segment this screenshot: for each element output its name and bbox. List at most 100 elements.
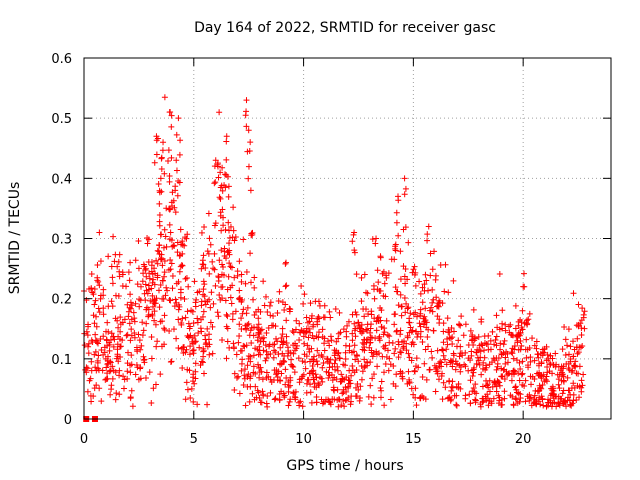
data-point (218, 284, 225, 291)
data-point (134, 364, 141, 371)
data-point (310, 323, 317, 330)
data-point (316, 315, 323, 322)
data-point (473, 349, 480, 356)
data-point (424, 333, 431, 340)
data-point (304, 376, 311, 383)
data-point (405, 350, 412, 357)
data-point (202, 265, 209, 272)
data-point (110, 333, 117, 340)
data-point (514, 389, 521, 396)
data-point (303, 328, 310, 335)
data-point (121, 316, 128, 323)
data-point (319, 378, 326, 385)
data-point (170, 242, 177, 249)
data-point (408, 341, 415, 348)
data-point (314, 347, 321, 354)
data-point (310, 376, 317, 383)
data-point (231, 237, 238, 244)
data-point (489, 383, 496, 390)
data-point (353, 311, 360, 318)
data-point (238, 367, 245, 374)
data-point (262, 357, 269, 364)
data-point (379, 270, 386, 277)
data-point (377, 385, 384, 392)
data-point (140, 261, 147, 268)
data-point (391, 311, 398, 318)
data-point (302, 359, 309, 366)
data-point (229, 234, 236, 241)
data-point (308, 315, 315, 322)
data-point (217, 209, 224, 216)
data-point (360, 305, 367, 312)
x-tick-label: 20 (515, 432, 532, 447)
data-point (205, 210, 212, 217)
data-point (210, 265, 217, 272)
data-point (226, 344, 233, 351)
data-point (240, 382, 247, 389)
data-point (406, 329, 413, 336)
data-point (563, 361, 570, 368)
data-point (214, 309, 221, 316)
data-point (280, 357, 287, 364)
data-point (154, 135, 161, 142)
data-point (240, 306, 247, 313)
data-point (445, 326, 452, 333)
data-point (105, 253, 112, 260)
data-point (105, 303, 112, 310)
data-point (334, 367, 341, 374)
data-point (218, 271, 225, 278)
data-point (402, 280, 409, 287)
data-point (88, 285, 95, 292)
data-point (333, 376, 340, 383)
tick-labels: 0 0.1 0.2 0.3 0.4 0.5 0.6 0 5 10 15 20 (51, 52, 531, 447)
data-point (423, 324, 430, 331)
data-point (385, 270, 392, 277)
data-point (567, 343, 574, 350)
data-point (140, 327, 147, 334)
data-point (152, 321, 159, 328)
data-point (96, 282, 103, 289)
data-point (236, 333, 243, 340)
data-point (203, 340, 210, 347)
data-point (216, 109, 223, 116)
data-point (88, 398, 95, 405)
data-point (206, 351, 213, 358)
data-point (453, 360, 460, 367)
data-point (323, 355, 330, 362)
data-point (570, 353, 577, 360)
data-point (435, 300, 442, 307)
data-point (393, 219, 400, 226)
data-point (561, 324, 568, 331)
data-point (209, 323, 216, 330)
data-point (166, 236, 173, 243)
data-point (327, 356, 334, 363)
data-point (263, 348, 270, 355)
data-point (373, 351, 380, 358)
data-point (145, 258, 152, 265)
data-point (128, 316, 135, 323)
data-point (382, 293, 389, 300)
data-point (312, 371, 319, 378)
data-point (240, 236, 247, 243)
data-point (307, 381, 314, 388)
data-point (271, 396, 278, 403)
data-point (502, 327, 509, 334)
data-point (399, 373, 406, 380)
data-point (109, 274, 116, 281)
data-point (223, 156, 230, 163)
data-point (310, 367, 317, 374)
data-point (98, 346, 105, 353)
data-point (393, 288, 400, 295)
data-point (527, 373, 534, 380)
data-point (490, 355, 497, 362)
data-point (518, 342, 525, 349)
data-point (200, 308, 207, 315)
data-point (135, 376, 142, 383)
data-point (153, 151, 160, 158)
data-point (367, 339, 374, 346)
data-point (112, 292, 119, 299)
data-point (134, 281, 141, 288)
data-point (274, 377, 281, 384)
data-point (518, 371, 525, 378)
data-point (350, 231, 357, 238)
